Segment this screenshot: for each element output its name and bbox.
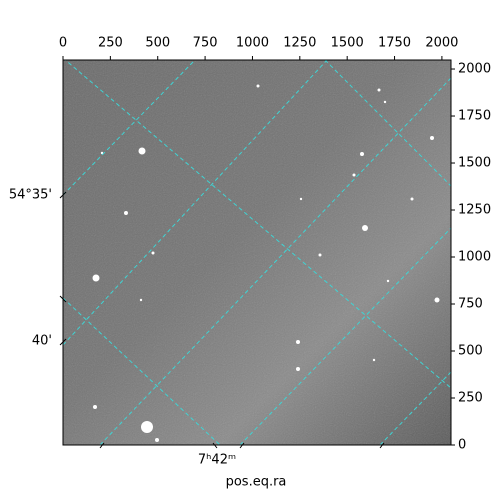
y-tick-label: 1750 bbox=[458, 109, 491, 124]
y-tick-label: 2000 bbox=[458, 62, 491, 77]
x-tick-label: 1250 bbox=[283, 36, 316, 51]
x-tick-label: 1000 bbox=[236, 36, 269, 51]
dec-label: 54°35' bbox=[9, 188, 52, 203]
x-tick-label: 0 bbox=[59, 36, 67, 51]
y-tick-label: 250 bbox=[458, 391, 483, 406]
x-tick-label: 2000 bbox=[425, 36, 458, 51]
wcs-grid bbox=[63, 60, 451, 445]
x-tick-label: 1500 bbox=[331, 36, 364, 51]
y-tick-label: 1250 bbox=[458, 203, 491, 218]
x-tick-label: 1750 bbox=[378, 36, 411, 51]
sky-image bbox=[63, 60, 451, 445]
ra-label: 7ʰ42ᵐ bbox=[198, 453, 236, 468]
x-tick-label: 500 bbox=[145, 36, 170, 51]
dec-label: 40' bbox=[32, 334, 52, 349]
y-tick-label: 1000 bbox=[458, 250, 491, 265]
wcs-ticks bbox=[59, 191, 385, 449]
x-tick-label: 750 bbox=[193, 36, 218, 51]
y-tick-label: 0 bbox=[458, 438, 466, 453]
y-tick-label: 750 bbox=[458, 297, 483, 312]
x-tick-label: 250 bbox=[98, 36, 123, 51]
y-tick-label: 500 bbox=[458, 344, 483, 359]
y-tick-label: 1500 bbox=[458, 156, 491, 171]
axes-frame bbox=[62, 59, 452, 446]
x-axis-label: pos.eq.ra bbox=[226, 475, 287, 490]
